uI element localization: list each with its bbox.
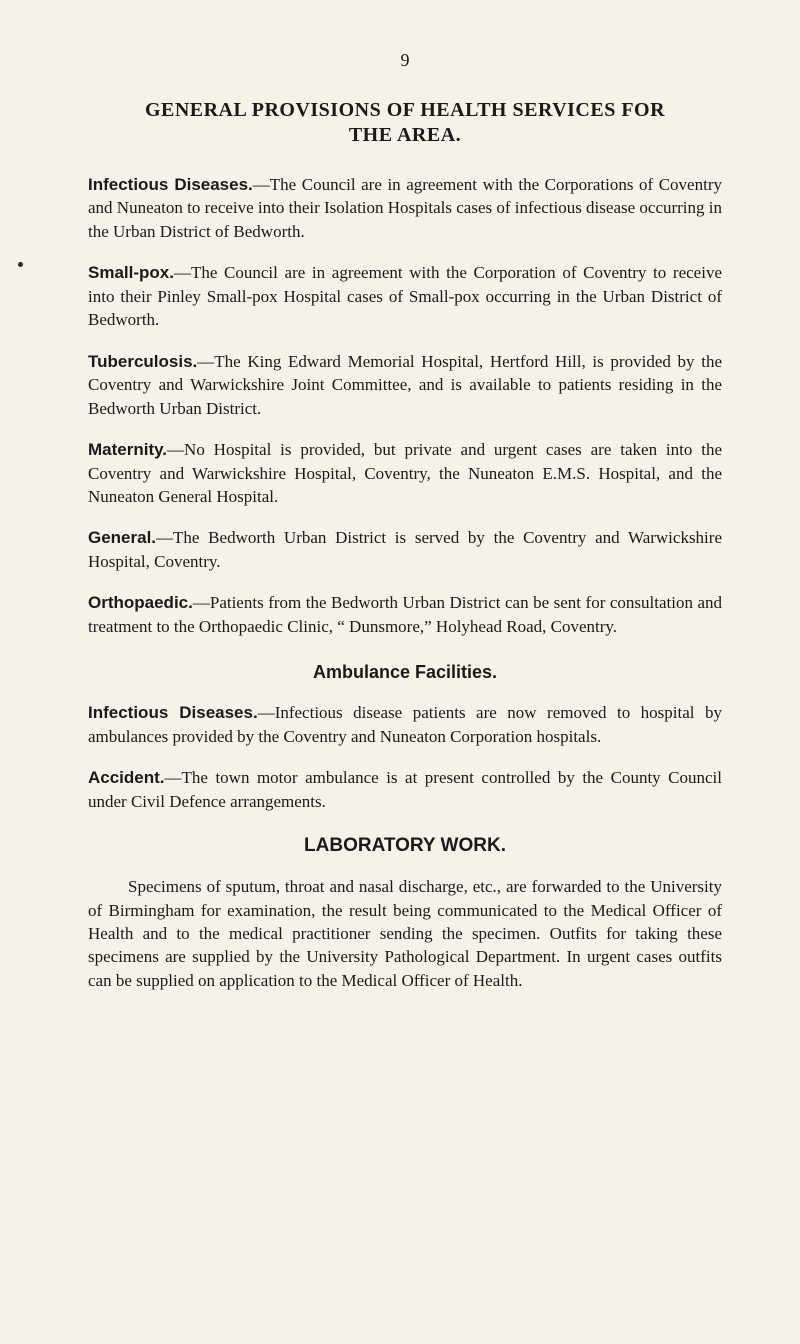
margin-mark bbox=[18, 262, 23, 267]
lab-title: LABORATORY WORK. bbox=[88, 835, 722, 857]
entry-head: Tuberculosis. bbox=[88, 352, 197, 371]
lab-body: Specimens of sputum, throat and nasal di… bbox=[88, 875, 722, 992]
entry-head: Orthopaedic. bbox=[88, 593, 193, 612]
entry-maternity: Maternity.—No Hospital is provided, but … bbox=[88, 438, 722, 508]
entry-head: Small-pox. bbox=[88, 263, 174, 282]
document-page: 9 GENERAL PROVISIONS OF HEALTH SERVICES … bbox=[0, 0, 800, 1344]
entry-body: —No Hospital is provided, but private an… bbox=[88, 440, 722, 506]
entry-head: Infectious Diseases. bbox=[88, 703, 258, 722]
entry-head: Maternity. bbox=[88, 440, 167, 459]
entry-head: Accident. bbox=[88, 768, 165, 787]
entry-head: General. bbox=[88, 528, 156, 547]
ambulance-title: Ambulance Facilities. bbox=[88, 662, 722, 683]
entry-infectious: Infectious Diseases.—The Council are in … bbox=[88, 173, 722, 243]
entry-body: —The Council are in agreement with the C… bbox=[88, 263, 722, 329]
main-title-line2: THE AREA. bbox=[88, 124, 722, 147]
entry-orthopaedic: Orthopaedic.—Patients from the Bedworth … bbox=[88, 591, 722, 638]
entry-smallpox: Small-pox.—The Council are in agreement … bbox=[88, 261, 722, 331]
entry-body: —The town motor ambulance is at present … bbox=[88, 768, 722, 810]
main-title-line1: GENERAL PROVISIONS OF HEALTH SERVICES FO… bbox=[88, 99, 722, 122]
entry-general: General.—The Bedworth Urban District is … bbox=[88, 526, 722, 573]
entry-tuberculosis: Tuberculosis.—The King Edward Memorial H… bbox=[88, 350, 722, 420]
entry-amb-infectious: Infectious Diseases.—Infectious disease … bbox=[88, 701, 722, 748]
entry-body: —The Bedworth Urban District is served b… bbox=[88, 528, 722, 570]
entry-amb-accident: Accident.—The town motor ambulance is at… bbox=[88, 766, 722, 813]
entry-head: Infectious Diseases. bbox=[88, 175, 253, 194]
page-number: 9 bbox=[88, 50, 722, 71]
